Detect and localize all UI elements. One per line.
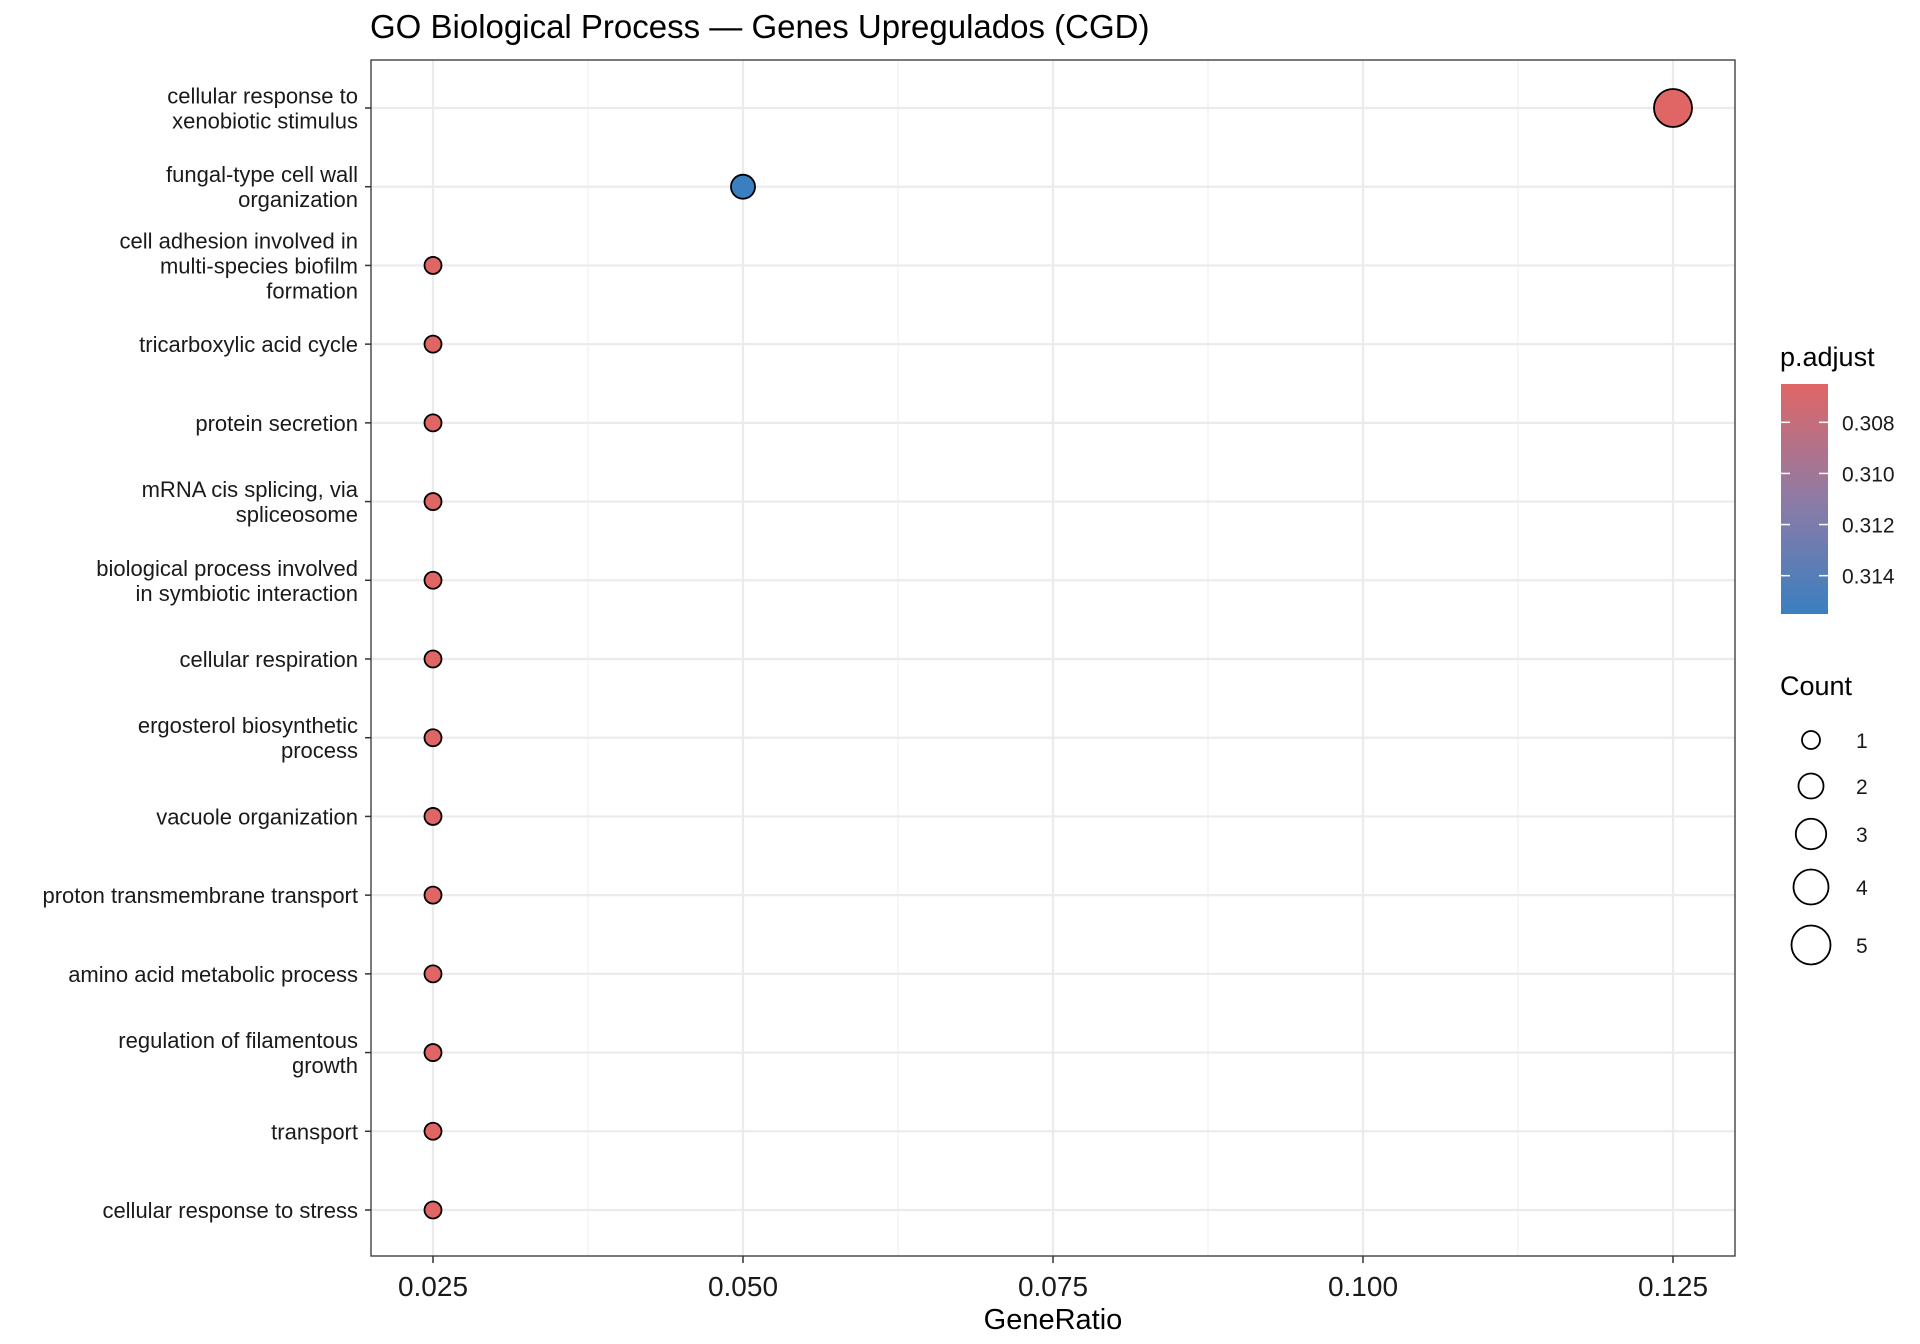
y-axis-ticks xyxy=(365,107,371,1211)
size-legend-title: Count xyxy=(1780,671,1853,701)
color-legend-ticks: 0.308 0.310 0.312 0.314 xyxy=(1781,412,1895,589)
y-tick-label: biological process involved in symbiotic … xyxy=(96,556,358,606)
size-legend-key xyxy=(1797,772,1825,800)
x-tick-label: 0.050 xyxy=(708,1271,778,1302)
size-legend-label: 5 xyxy=(1856,935,1868,958)
y-tick-label: tricarboxylic acid cycle xyxy=(139,332,358,357)
color-legend-title: p.adjust xyxy=(1780,342,1875,372)
y-tick-label: vacuole organization xyxy=(156,804,358,829)
y-tick-label: cellular response to xenobiotic stimulus xyxy=(167,84,358,134)
x-tick-label: 0.075 xyxy=(1018,1271,1088,1302)
y-tick-label: protein secretion xyxy=(195,411,358,436)
grid-lines xyxy=(371,60,1735,1256)
size-legend-label: 1 xyxy=(1856,730,1868,753)
chart-title: GO Biological Process — Genes Upregulado… xyxy=(370,8,1149,45)
x-axis-title: GeneRatio xyxy=(984,1304,1123,1336)
size-legend-key xyxy=(1792,868,1830,906)
y-tick-label: mRNA cis splicing, via spliceosome xyxy=(142,477,359,527)
size-legend-key xyxy=(1790,924,1832,966)
y-tick-label: cellular response to stress xyxy=(102,1198,358,1223)
x-tick-label: 0.100 xyxy=(1328,1271,1398,1302)
data-point xyxy=(423,964,443,984)
data-point xyxy=(1653,88,1693,128)
size-legend-label: 3 xyxy=(1856,824,1868,847)
y-tick-label: fungal-type cell wall organization xyxy=(166,162,358,212)
color-legend-label: 0.308 xyxy=(1842,412,1895,435)
x-tick-label: 0.025 xyxy=(398,1271,468,1302)
size-legend-key xyxy=(1801,730,1821,750)
data-point xyxy=(423,728,443,748)
y-tick-label: cell adhesion involved in multi-species b… xyxy=(120,228,359,303)
x-tick-label: 0.125 xyxy=(1638,1271,1708,1302)
y-tick-label: amino acid metabolic process xyxy=(68,962,358,987)
data-point xyxy=(423,1121,443,1141)
data-point xyxy=(423,807,443,826)
data-point xyxy=(730,173,756,200)
data-point xyxy=(423,413,443,433)
y-axis-labels: cellular response to xenobiotic stimulus f… xyxy=(43,84,359,1224)
y-tick-label: proton transmembrane transport xyxy=(43,883,359,908)
data-point xyxy=(423,885,443,905)
data-point xyxy=(423,492,443,511)
y-tick-label: cellular respiration xyxy=(179,647,358,672)
data-point xyxy=(423,570,443,590)
y-tick-label: regulation of filamentous growth xyxy=(118,1028,358,1078)
size-legend-label: 2 xyxy=(1856,776,1868,799)
color-legend-bar xyxy=(1781,384,1828,614)
color-legend-label: 0.314 xyxy=(1842,566,1895,589)
y-tick-label: transport xyxy=(271,1119,358,1144)
size-legend-items: 1 2 3 4 5 xyxy=(1790,730,1868,966)
color-legend-label: 0.310 xyxy=(1842,463,1895,486)
data-point xyxy=(423,256,443,275)
color-legend-label: 0.312 xyxy=(1842,515,1895,538)
x-axis-ticks: 0.025 0.050 0.075 0.100 0.125 xyxy=(398,1256,1708,1302)
data-point xyxy=(423,649,443,669)
y-tick-label: ergosterol biosynthetic process xyxy=(138,713,358,763)
data-point xyxy=(423,1200,443,1220)
data-point xyxy=(423,334,443,354)
size-legend-label: 4 xyxy=(1856,877,1868,900)
size-legend: Count 1 2 3 4 5 xyxy=(1780,671,1868,966)
data-point xyxy=(423,1043,443,1062)
color-legend: p.adjust 0.308 0.310 0.312 0.314 xyxy=(1780,342,1895,614)
data-points xyxy=(423,88,1693,1220)
size-legend-key xyxy=(1794,817,1828,851)
